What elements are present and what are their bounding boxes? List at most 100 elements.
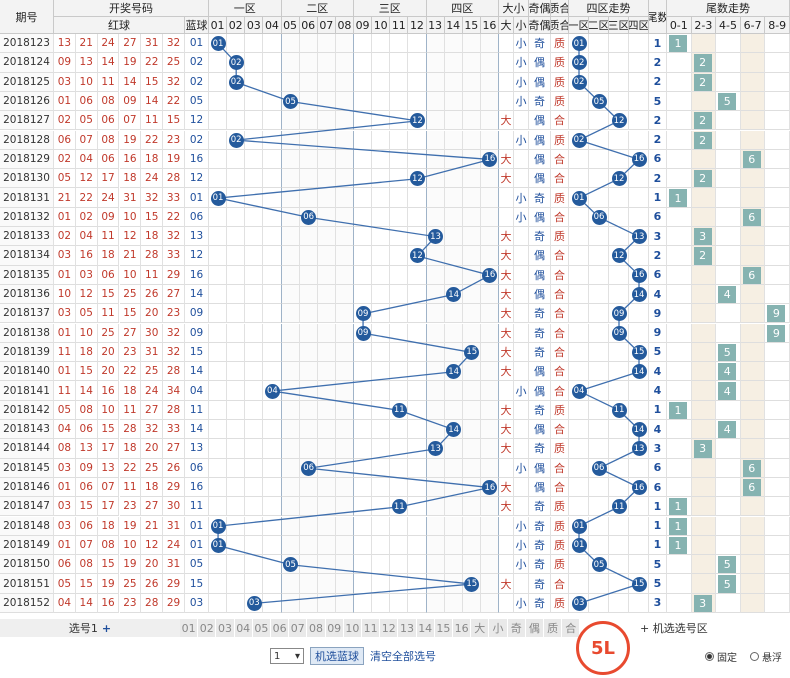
miss-cell[interactable] [426,149,445,170]
pick-cell[interactable]: 合 [562,619,581,637]
miss-cell[interactable] [281,34,300,54]
blue-ball-marker[interactable]: 01 [210,518,226,534]
miss-cell[interactable] [408,207,427,227]
miss-cell[interactable] [317,439,336,459]
miss-cell[interactable] [227,207,246,227]
pick-cell[interactable]: 12 [380,619,399,637]
miss-cell[interactable] [462,72,481,92]
miss-cell[interactable] [317,130,336,150]
miss-cell[interactable] [317,458,336,478]
miss-cell[interactable] [209,477,228,498]
miss-cell[interactable] [426,497,445,517]
miss-cell[interactable] [444,458,463,478]
miss-cell[interactable] [317,169,336,189]
miss-cell[interactable] [209,458,228,478]
pick-cell[interactable]: 08 [307,619,326,637]
pick-cell[interactable]: 05 [252,619,271,637]
miss-cell[interactable] [281,420,300,440]
miss-cell[interactable] [317,91,336,112]
miss-cell[interactable] [390,304,409,324]
miss-cell[interactable] [245,323,264,343]
miss-cell[interactable] [335,420,354,440]
miss-cell[interactable] [335,323,354,343]
miss-cell[interactable] [390,323,409,343]
miss-cell[interactable] [245,535,264,556]
miss-cell[interactable] [299,381,318,401]
miss-cell[interactable] [263,574,282,594]
miss-cell[interactable] [299,72,318,92]
blue-ball-marker[interactable]: 01 [210,537,226,553]
miss-cell[interactable] [263,227,282,247]
miss-cell[interactable] [480,439,499,459]
miss-cell[interactable] [299,265,318,285]
miss-cell[interactable] [263,265,282,285]
miss-cell[interactable] [426,400,445,420]
miss-cell[interactable] [317,265,336,285]
miss-cell[interactable] [335,439,354,459]
miss-cell[interactable] [462,381,481,401]
miss-cell[interactable] [209,130,228,150]
miss-cell[interactable] [281,207,300,227]
miss-cell[interactable] [299,593,318,613]
miss-cell[interactable] [408,265,427,285]
miss-cell[interactable] [245,169,264,189]
miss-cell[interactable] [245,304,264,324]
miss-cell[interactable] [281,304,300,324]
miss-cell[interactable] [317,53,336,73]
miss-cell[interactable] [335,381,354,401]
miss-cell[interactable] [444,265,463,285]
miss-cell[interactable] [372,362,391,382]
miss-cell[interactable] [317,555,336,575]
miss-cell[interactable] [444,130,463,150]
miss-cell[interactable] [390,516,409,536]
pick-add-icon[interactable]: + [101,621,112,635]
miss-cell[interactable] [227,439,246,459]
miss-cell[interactable] [408,400,427,420]
miss-cell[interactable] [390,439,409,459]
miss-cell[interactable] [299,439,318,459]
miss-cell[interactable] [227,149,246,170]
miss-cell[interactable] [444,207,463,227]
miss-cell[interactable] [263,420,282,440]
miss-cell[interactable] [444,593,463,613]
miss-cell[interactable] [480,593,499,613]
miss-cell[interactable] [444,111,463,131]
miss-cell[interactable] [444,91,463,112]
miss-cell[interactable] [390,188,409,208]
miss-cell[interactable] [354,420,373,440]
blue-ball-marker[interactable]: 06 [301,460,317,476]
miss-cell[interactable] [444,535,463,556]
miss-cell[interactable] [426,362,445,382]
miss-cell[interactable] [480,323,499,343]
miss-cell[interactable] [335,555,354,575]
miss-cell[interactable] [281,574,300,594]
miss-cell[interactable] [245,439,264,459]
miss-cell[interactable] [263,72,282,92]
miss-cell[interactable] [462,246,481,266]
miss-cell[interactable] [281,477,300,498]
miss-cell[interactable] [426,381,445,401]
miss-cell[interactable] [335,111,354,131]
miss-cell[interactable] [390,227,409,247]
miss-cell[interactable] [390,574,409,594]
miss-cell[interactable] [317,34,336,54]
miss-cell[interactable] [462,516,481,536]
miss-cell[interactable] [372,34,391,54]
miss-cell[interactable] [281,72,300,92]
miss-cell[interactable] [227,342,246,363]
miss-cell[interactable] [335,304,354,324]
miss-cell[interactable] [263,91,282,112]
miss-cell[interactable] [227,227,246,247]
miss-cell[interactable] [480,227,499,247]
miss-cell[interactable] [245,516,264,536]
miss-cell[interactable] [372,53,391,73]
miss-cell[interactable] [281,111,300,131]
miss-cell[interactable] [317,304,336,324]
pick-cell[interactable]: 13 [398,619,417,637]
miss-cell[interactable] [444,34,463,54]
miss-cell[interactable] [408,188,427,208]
miss-cell[interactable] [372,169,391,189]
miss-cell[interactable] [281,284,300,305]
miss-cell[interactable] [245,34,264,54]
miss-cell[interactable] [209,265,228,285]
